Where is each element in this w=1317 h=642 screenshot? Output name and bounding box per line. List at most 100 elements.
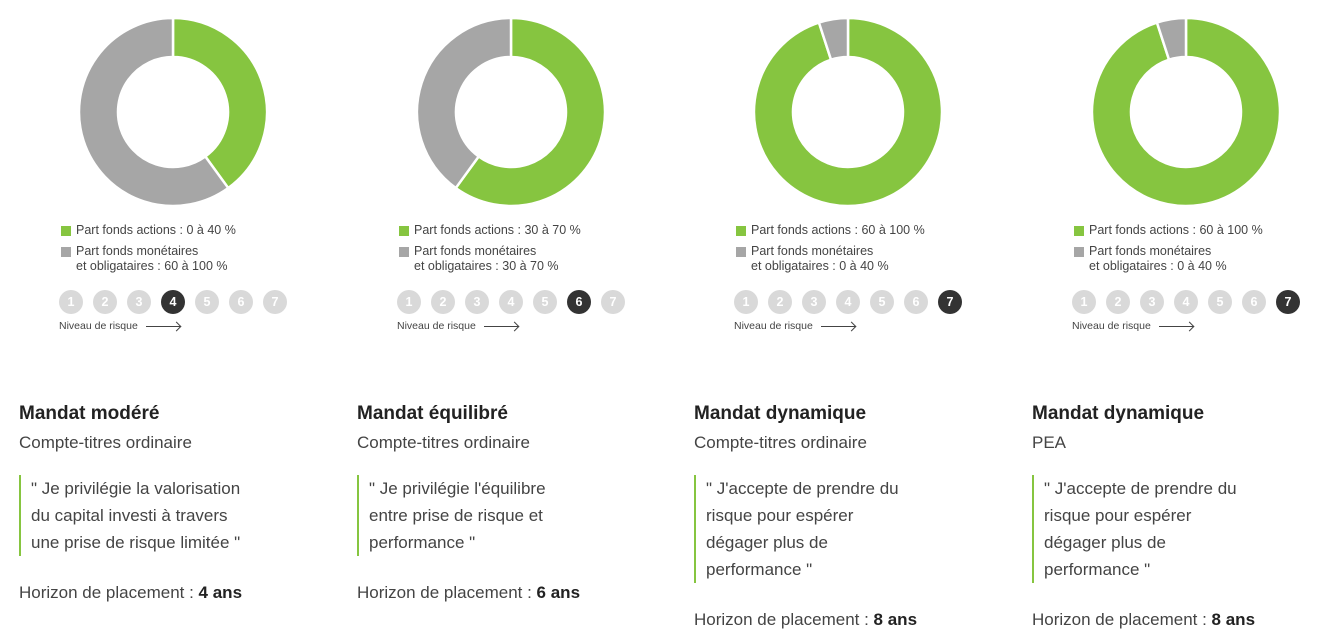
account-type: Compte-titres ordinaire [19,433,192,452]
risk-level-2: 2 [1106,290,1130,314]
legend-swatch [1074,247,1084,257]
investment-horizon: Horizon de placement : 6 ans [357,583,580,603]
risk-level-2: 2 [93,290,117,314]
risk-level-4: 4 [1174,290,1198,314]
mandate-card: Part fonds actions : 30 à 70 % Part fonds… [357,0,667,642]
legend-label: Part fonds actions : 0 à 40 % [76,223,236,237]
risk-level-3: 3 [127,290,151,314]
risk-caption-text: Niveau de risque [397,320,476,332]
legend-label: Part fonds monétaires [751,244,874,258]
quote-line: dégager plus de [1044,533,1166,552]
chart-legend: Part fonds actions : 0 à 40 % Part fonds … [61,223,321,280]
risk-level-4: 4 [499,290,523,314]
risk-level-7: 7 [601,290,625,314]
quote-line: performance " [1044,560,1151,579]
mandate-title: Mandat dynamique [1032,403,1205,424]
legend-swatch [399,226,409,236]
risk-level-6: 6 [904,290,928,314]
legend-entry: Part fonds monétaires et obligataires : 0… [1074,244,1317,274]
risk-level-1: 1 [397,290,421,314]
risk-caption-text: Niveau de risque [1072,320,1151,332]
quote-line: performance " [706,560,813,579]
legend-swatch [399,247,409,257]
legend-label: Part fonds monétaires [414,244,537,258]
risk-level-3: 3 [802,290,826,314]
quote-line: " Je privilégie l'équilibre [369,479,546,498]
risk-level-7: 7 [1276,290,1300,314]
chart-legend: Part fonds actions : 30 à 70 % Part fonds… [399,223,659,280]
investment-horizon: Horizon de placement : 8 ans [694,610,917,630]
mandate-title: Mandat équilibré [357,403,508,424]
mandate-title: Mandat dynamique [694,403,867,424]
quote-line: risque pour espérer [1044,506,1192,525]
quote-line: une prise de risque limitée " [31,533,241,552]
risk-level-1: 1 [1072,290,1096,314]
investment-horizon: Horizon de placement : 8 ans [1032,610,1255,630]
slice-monetaires [817,16,850,62]
investor-quote: " J'accepte de prendre du risque pour esp… [694,475,986,583]
arrow-right-icon [1158,325,1193,327]
mandate-card: Part fonds actions : 60 à 100 % Part fond… [1032,0,1317,642]
legend-label: Part fonds actions : 30 à 70 % [414,223,581,237]
horizon-label: Horizon de placement : [694,610,874,629]
mandate-title: Mandat modéré [19,403,160,424]
legend-entry: Part fonds monétaires et obligataires : 3… [399,244,659,274]
quote-line: entre prise de risque et [369,506,543,525]
risk-caption: Niveau de risque [1072,320,1193,332]
mandate-card: Part fonds actions : 0 à 40 % Part fonds … [19,0,329,642]
risk-level-7: 7 [938,290,962,314]
risk-level-6: 6 [567,290,591,314]
legend-label: Part fonds monétaires [76,244,199,258]
risk-caption-text: Niveau de risque [734,320,813,332]
risk-level-5: 5 [533,290,557,314]
quote-line: performance " [369,533,476,552]
slice-monetaires [77,16,230,208]
slice-actions [454,16,607,208]
risk-level-5: 5 [195,290,219,314]
risk-caption: Niveau de risque [59,320,180,332]
quote-line: du capital investi à travers [31,506,228,525]
risk-level-1: 1 [734,290,758,314]
donut-chart [415,16,607,208]
donut-chart [752,16,944,208]
slice-actions [1090,16,1282,208]
horizon-label: Horizon de placement : [1032,610,1212,629]
risk-level-5: 5 [1208,290,1232,314]
horizon-value: 4 ans [198,583,243,602]
account-type: Compte-titres ordinaire [694,433,867,452]
quote-line: " Je privilégie la valorisation [31,479,241,498]
donut-chart [1090,16,1282,208]
risk-level-2: 2 [768,290,792,314]
risk-level-3: 3 [1140,290,1164,314]
chart-legend: Part fonds actions : 60 à 100 % Part fond… [736,223,996,280]
risk-caption: Niveau de risque [734,320,855,332]
risk-level-5: 5 [870,290,894,314]
legend-entry: Part fonds monétaires et obligataires : 6… [61,244,321,274]
investment-horizon: Horizon de placement : 4 ans [19,583,242,603]
horizon-label: Horizon de placement : [19,583,199,602]
arrow-right-icon [483,325,518,327]
risk-level-3: 3 [465,290,489,314]
risk-level-2: 2 [431,290,455,314]
horizon-label: Horizon de placement : [357,583,537,602]
legend-entry: Part fonds actions : 30 à 70 % [399,223,659,238]
risk-caption-text: Niveau de risque [59,320,138,332]
horizon-value: 6 ans [536,583,581,602]
risk-level-7: 7 [263,290,287,314]
risk-level-4: 4 [836,290,860,314]
slice-actions [171,16,269,190]
legend-swatch [1074,226,1084,236]
horizon-value: 8 ans [1211,610,1256,629]
slice-actions [752,16,944,208]
quote-line: " J'accepte de prendre du [1044,479,1237,498]
legend-swatch [61,247,71,257]
legend-swatch [61,226,71,236]
legend-label: et obligataires : 60 à 100 % [76,259,228,273]
risk-level-6: 6 [1242,290,1266,314]
legend-entry: Part fonds actions : 0 à 40 % [61,223,321,238]
slice-monetaires [1155,16,1188,62]
legend-label: et obligataires : 0 à 40 % [751,259,889,273]
